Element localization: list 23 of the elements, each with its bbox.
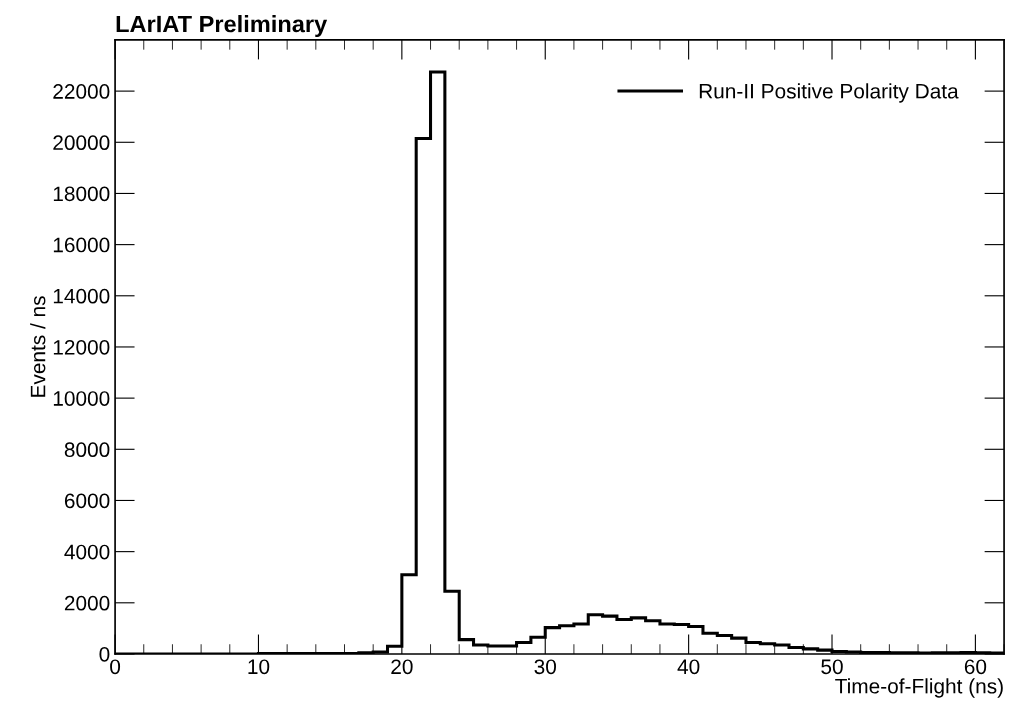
- x-tick-label: 30: [534, 659, 557, 675]
- y-tick-label: 2000: [64, 595, 110, 611]
- x-axis-title: Time-of-Flight (ns): [835, 678, 1003, 698]
- x-tick-label: 50: [821, 659, 843, 675]
- y-tick-label: 6000: [64, 493, 110, 509]
- y-tick-label: 14000: [53, 288, 110, 304]
- x-tick-label: 10: [248, 659, 270, 675]
- y-tick-label: 8000: [64, 442, 110, 458]
- x-tick-label: 20: [391, 659, 413, 675]
- y-tick-label: 12000: [53, 339, 110, 355]
- y-tick-label: 20000: [53, 135, 110, 151]
- x-tick-label: 0: [110, 659, 121, 675]
- y-tick-label: 18000: [53, 186, 110, 202]
- legend-label: Run-II Positive Polarity Data: [699, 83, 959, 103]
- y-tick-label: 22000: [53, 84, 110, 99]
- x-tick-label: 40: [677, 659, 700, 675]
- x-tick-label: 60: [964, 659, 987, 675]
- y-tick-label: 0: [99, 646, 110, 662]
- y-tick-label: 10000: [53, 391, 110, 406]
- y-tick-label: 4000: [64, 544, 110, 560]
- chart-title: LArIAT Preliminary: [116, 15, 328, 38]
- y-axis-title: Events / ns: [30, 296, 46, 397]
- y-tick-label: 16000: [53, 237, 110, 253]
